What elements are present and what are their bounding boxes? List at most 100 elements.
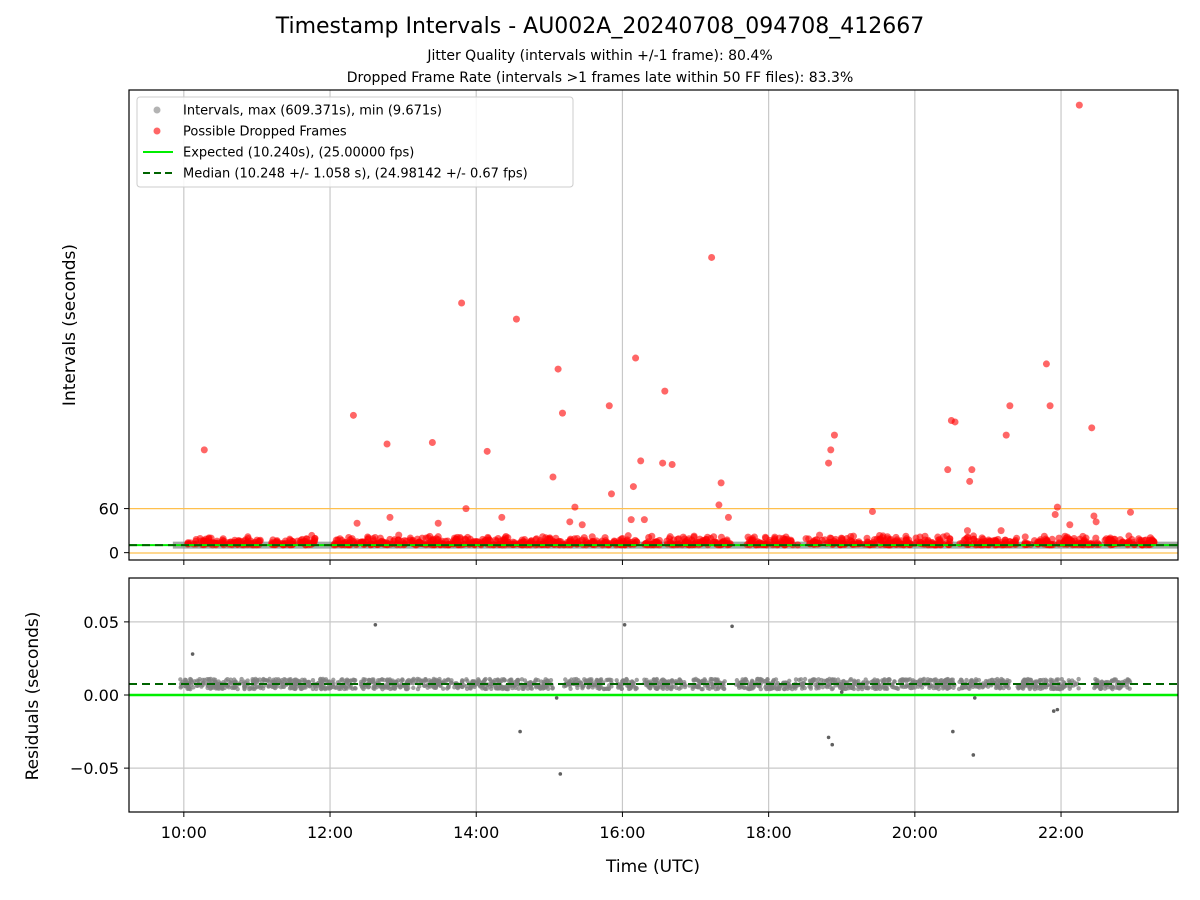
dropped-frame-point bbox=[498, 513, 506, 521]
dropped-frame-point bbox=[830, 431, 838, 439]
intervals-y-tick-label: 60 bbox=[99, 500, 119, 519]
residual-point bbox=[931, 685, 936, 691]
residual-point bbox=[537, 685, 543, 691]
residual-point bbox=[541, 679, 547, 684]
dropped-frame-point bbox=[762, 534, 770, 542]
residual-point bbox=[702, 677, 707, 682]
residual-point bbox=[973, 679, 978, 684]
residual-point bbox=[968, 678, 973, 684]
residual-point bbox=[348, 685, 353, 690]
residual-point bbox=[546, 686, 551, 692]
dropped-frame-point bbox=[708, 253, 716, 261]
residual-point bbox=[489, 686, 494, 692]
residual-point bbox=[892, 679, 897, 684]
residual-point bbox=[739, 684, 744, 690]
residual-point bbox=[695, 678, 701, 683]
residual-point bbox=[400, 678, 405, 683]
residual-point bbox=[928, 678, 934, 683]
residual-point bbox=[336, 686, 342, 692]
residual-point bbox=[999, 676, 1004, 682]
residual-point bbox=[1028, 677, 1034, 683]
residual-point bbox=[939, 678, 944, 683]
residual-point bbox=[830, 686, 836, 691]
residual-point bbox=[816, 677, 821, 682]
residual-point bbox=[734, 678, 740, 683]
dropped-frame-point bbox=[701, 538, 709, 546]
dropped-frame-point bbox=[571, 503, 579, 511]
dropped-frame-point bbox=[554, 365, 562, 373]
residual-point bbox=[721, 680, 726, 686]
residual-point bbox=[286, 679, 291, 684]
chart-subtitle-jitter: Jitter Quality (intervals within +/-1 fr… bbox=[427, 48, 773, 64]
residual-point bbox=[514, 679, 520, 684]
residual-point bbox=[714, 678, 720, 684]
residual-point bbox=[502, 677, 507, 683]
dropped-frame-point bbox=[535, 540, 543, 548]
dropped-frame-point bbox=[349, 411, 357, 419]
residual-point bbox=[863, 685, 869, 691]
residual-outlier-point bbox=[826, 735, 831, 740]
dropped-frame-point bbox=[648, 532, 656, 540]
residual-point bbox=[619, 686, 624, 692]
residual-point bbox=[239, 676, 244, 682]
residual-point bbox=[609, 677, 614, 683]
residual-point bbox=[216, 682, 221, 687]
residual-point bbox=[670, 679, 675, 685]
residual-point bbox=[576, 677, 581, 683]
residual-point bbox=[758, 686, 763, 692]
residual-point bbox=[276, 677, 281, 682]
legend-entry-label: Intervals, max (609.371s), min (9.671s) bbox=[183, 104, 442, 119]
residual-point bbox=[1044, 678, 1049, 684]
residual-point bbox=[658, 679, 664, 684]
residual-point bbox=[360, 679, 366, 684]
dropped-frame-point bbox=[710, 533, 718, 541]
residual-point bbox=[572, 677, 577, 682]
residual-point bbox=[321, 678, 326, 683]
dropped-frame-point bbox=[362, 538, 370, 546]
time-x-tick-label: 16:00 bbox=[599, 823, 645, 842]
dropped-frame-point bbox=[715, 501, 723, 509]
dropped-frame-point bbox=[566, 518, 574, 526]
dropped-frame-point bbox=[1092, 518, 1100, 526]
residual-point bbox=[919, 685, 925, 690]
residual-point bbox=[709, 676, 715, 682]
residual-point bbox=[993, 685, 999, 691]
dropped-frame-point bbox=[1051, 510, 1059, 518]
residual-point bbox=[980, 684, 986, 689]
residual-point bbox=[414, 678, 419, 683]
residual-point bbox=[605, 677, 611, 683]
legend-marker-intervals bbox=[153, 106, 161, 114]
dropped-frame-point bbox=[200, 446, 208, 454]
residual-point bbox=[417, 684, 422, 689]
residual-point bbox=[673, 678, 678, 684]
residual-point bbox=[746, 686, 752, 692]
dropped-frame-point bbox=[467, 540, 475, 548]
residual-point bbox=[995, 676, 1000, 682]
residual-point bbox=[440, 686, 446, 691]
residual-point bbox=[223, 678, 229, 683]
dropped-frame-point bbox=[1001, 536, 1009, 544]
residual-point bbox=[1054, 677, 1059, 682]
dropped-frame-point bbox=[837, 534, 845, 542]
residual-point bbox=[200, 677, 206, 683]
residual-outlier-point bbox=[1051, 709, 1056, 713]
residual-point bbox=[742, 685, 747, 690]
residual-point bbox=[408, 679, 413, 684]
residual-point bbox=[870, 685, 875, 690]
residual-point bbox=[545, 678, 550, 683]
dropped-frame-point bbox=[1012, 537, 1020, 545]
dropped-frame-point bbox=[779, 540, 787, 548]
residual-point bbox=[700, 686, 705, 692]
dropped-frame-point bbox=[1073, 540, 1081, 548]
dropped-frame-point bbox=[1088, 424, 1096, 432]
residual-point bbox=[423, 676, 428, 682]
residual-point bbox=[278, 685, 284, 690]
residual-point bbox=[411, 685, 416, 691]
residuals-plot: −0.05 0.00 0.05 10:00 12:00 14:00 16:00 18:00 20… bbox=[70, 577, 1179, 842]
residual-point bbox=[699, 679, 704, 684]
residuals-plot-area bbox=[129, 578, 1178, 812]
residual-point bbox=[832, 677, 837, 682]
residual-point bbox=[437, 676, 442, 682]
residual-point bbox=[247, 686, 252, 692]
dropped-frame-point bbox=[944, 466, 952, 474]
